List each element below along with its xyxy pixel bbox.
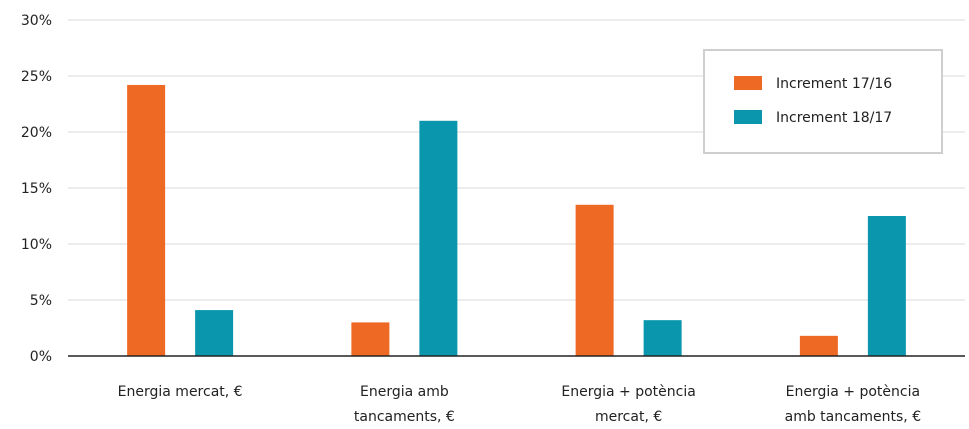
bar-increment-18-17 xyxy=(419,120,458,356)
bar-increment-17-16 xyxy=(351,322,390,356)
y-tick-label: 25% xyxy=(21,69,52,85)
x-category-label: Energia amb xyxy=(360,384,449,400)
x-category-label: Energia mercat, € xyxy=(118,384,243,400)
x-category-label: Energia + potència xyxy=(561,384,695,400)
y-tick-label: 0% xyxy=(30,349,52,365)
legend-box xyxy=(703,49,943,154)
y-axis-ticks: 0% 5% 10% 15% 20% 25% 30% xyxy=(21,13,52,365)
bar-increment-17-16 xyxy=(127,84,166,357)
y-tick-label: 20% xyxy=(21,125,52,141)
y-tick-label: 5% xyxy=(30,293,52,309)
bar-increment-18-17 xyxy=(643,320,682,356)
x-category-label: Energia + potència xyxy=(786,384,920,400)
legend-swatch xyxy=(734,110,762,124)
bar-increment-17-16 xyxy=(575,204,614,356)
bar-increment-18-17 xyxy=(195,310,234,356)
gridlines xyxy=(68,19,965,301)
x-category-label: mercat, € xyxy=(595,409,662,425)
legend-swatch xyxy=(734,76,762,90)
legend-label: Increment 17/16 xyxy=(776,76,892,92)
y-tick-label: 30% xyxy=(21,13,52,29)
y-tick-label: 15% xyxy=(21,181,52,197)
bar-increment-17-16 xyxy=(799,335,838,356)
legend: Increment 17/16 Increment 18/17 xyxy=(703,49,943,154)
x-category-label: tancaments, € xyxy=(354,409,455,425)
legend-label: Increment 18/17 xyxy=(776,110,892,126)
x-category-label: amb tancaments, € xyxy=(785,409,922,425)
y-tick-label: 10% xyxy=(21,237,52,253)
x-axis-labels: Energia mercat, € Energia amb tancaments, … xyxy=(118,384,921,425)
bars xyxy=(127,84,906,357)
bar-increment-18-17 xyxy=(867,216,906,356)
